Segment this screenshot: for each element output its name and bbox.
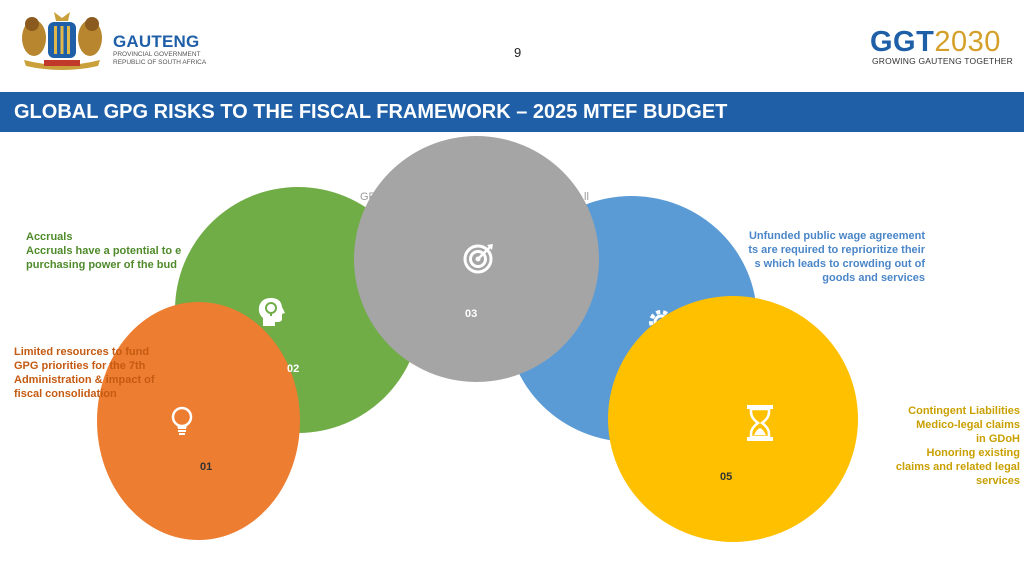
head-idea-icon — [256, 296, 288, 335]
risk-text-line: Honoring existing — [926, 447, 1021, 459]
risk-text-line: claims and related legal — [895, 461, 1020, 473]
brand-main: GGT — [870, 26, 935, 58]
risk-number-02: 02 — [287, 363, 300, 375]
risk-text-fragment: ll — [584, 191, 589, 203]
risk-text-line: fiscal consolidation — [14, 388, 117, 400]
risk-text-accruals: Accruals Accruals have a potential to e … — [26, 230, 181, 272]
risk-text-contingent-liabilities: Contingent Liabilities Medico-legal clai… — [870, 404, 1020, 488]
risk-text-line: services — [975, 475, 1020, 487]
risk-number-05: 05 — [720, 471, 733, 483]
coat-of-arms-logo — [18, 8, 106, 72]
risk-number-03: 03 — [465, 308, 478, 320]
gov-subtitle-line: REPUBLIC OF SOUTH AFRICA — [113, 59, 207, 66]
hourglass-icon — [745, 404, 775, 447]
target-icon — [462, 241, 496, 280]
risk-text-line: s which leads to crowding out of — [754, 258, 925, 270]
risk-circle-05 — [608, 296, 858, 542]
risk-number-01: 01 — [200, 461, 213, 473]
risk-text-line: Medico-legal claims — [916, 419, 1020, 431]
title-banner — [0, 92, 1024, 132]
lightbulb-icon — [168, 405, 196, 442]
brand-year: 2030 — [934, 26, 1001, 58]
risk-text-line: Administration & impact of — [14, 374, 155, 386]
gov-subtitle-line: PROVINCIAL GOVERNMENT — [113, 51, 201, 58]
risk-text-line: Unfunded public wage agreement — [748, 230, 925, 242]
risk-text-line: Accruals have a potential to e — [26, 245, 182, 257]
risk-text-line: GPG priorities for the 7th — [14, 360, 146, 372]
risk-text-line: Limited resources to fund — [14, 346, 150, 358]
risk-text-line: purchasing power of the bud — [26, 259, 177, 271]
risk-text-line: Accruals — [26, 231, 73, 243]
ggt2030-logo: GGT2030 — [870, 26, 1001, 59]
risk-text-line: goods and services — [822, 272, 925, 284]
risk-text-wage-agreement: Unfunded public wage agreement ts are re… — [650, 229, 925, 285]
risk-text-limited-resources: Limited resources to fund GPG priorities… — [14, 345, 155, 401]
page-number: 9 — [514, 45, 522, 60]
risk-circle-01 — [97, 302, 300, 540]
government-subtitle: PROVINCIAL GOVERNMENT REPUBLIC OF SOUTH … — [113, 51, 206, 67]
government-name: GAUTENG — [113, 32, 200, 51]
page-title: GLOBAL GPG RISKS TO THE FISCAL FRAMEWORK… — [14, 101, 728, 123]
risk-text-line: ts are required to reprioritize their — [748, 244, 925, 256]
risk-text-line: Contingent Liabilities — [908, 405, 1020, 417]
risk-text-line: in GDoH — [976, 433, 1020, 445]
brand-tagline: GROWING GAUTENG TOGETHER — [872, 56, 1013, 66]
